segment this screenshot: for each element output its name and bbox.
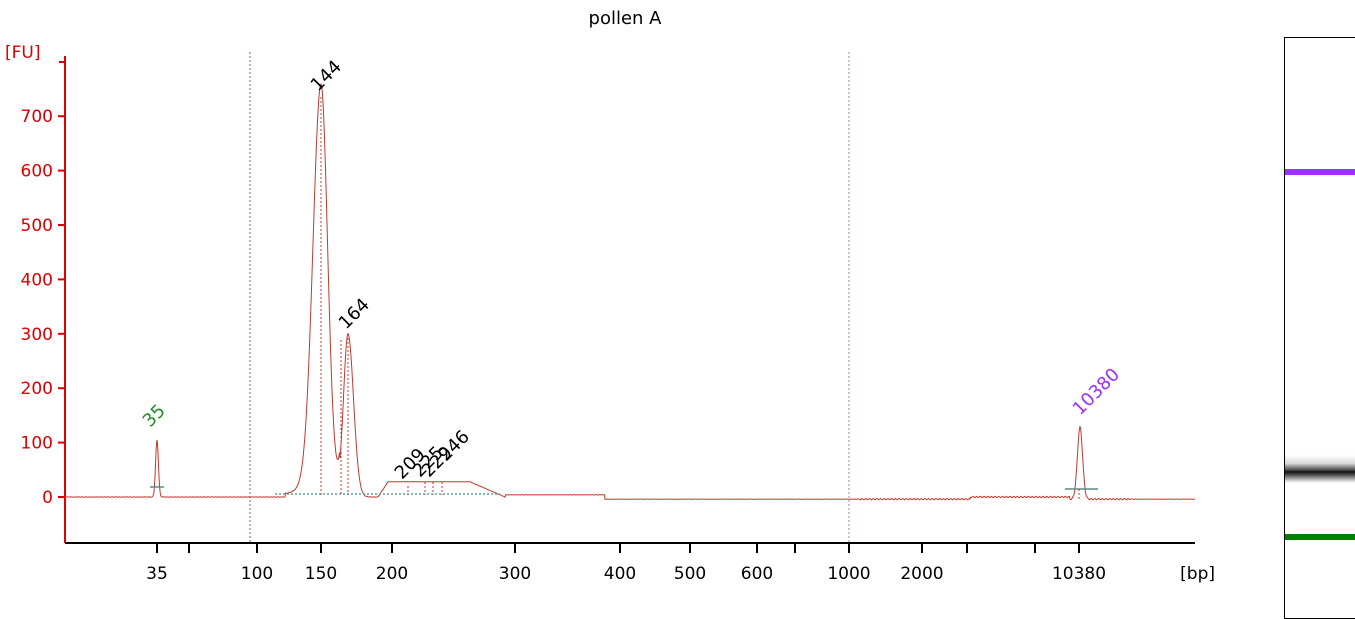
x-tick-label: 300	[499, 564, 531, 584]
y-tick-label: 700	[21, 107, 53, 127]
y-axis-label: [FU]	[5, 43, 41, 63]
y-tick-label: 0	[42, 488, 53, 508]
y-tick-label: 400	[21, 270, 53, 290]
x-axis-label: [bp]	[1180, 564, 1215, 584]
gel-lower-marker-band	[1285, 534, 1355, 540]
x-tick-label: 500	[674, 564, 706, 584]
gel-lane	[1284, 37, 1355, 619]
y-tick-label: 200	[21, 379, 53, 399]
x-tick-label: 1000	[827, 564, 870, 584]
x-tick-label: 200	[376, 564, 408, 584]
peak-label: 144	[307, 56, 346, 95]
gel-upper-marker-band	[1285, 169, 1355, 175]
y-tick-label: 600	[21, 162, 53, 182]
gel-sample-band	[1285, 455, 1355, 483]
trace-line	[64, 83, 1195, 501]
x-tick-label: 400	[604, 564, 636, 584]
peak-label: 10380	[1069, 364, 1124, 419]
x-tick-label: 150	[305, 564, 337, 584]
y-tick-label: 300	[21, 325, 53, 345]
chart-title: pollen A	[588, 8, 662, 29]
x-tick-label: 35	[146, 564, 168, 584]
peak-label: 35	[139, 400, 170, 431]
x-tick-label: 600	[741, 564, 773, 584]
y-tick-label: 500	[21, 216, 53, 236]
x-tick-label: 2000	[900, 564, 943, 584]
x-tick-label: 10380	[1052, 564, 1106, 584]
peak-label: 164	[335, 294, 374, 333]
electropherogram-plot: [FU] 0 100 200 300 400 500 600 700 35 100 150 200 300…	[5, 43, 1215, 584]
y-tick-label: 100	[21, 434, 53, 454]
x-tick-label: 100	[241, 564, 273, 584]
